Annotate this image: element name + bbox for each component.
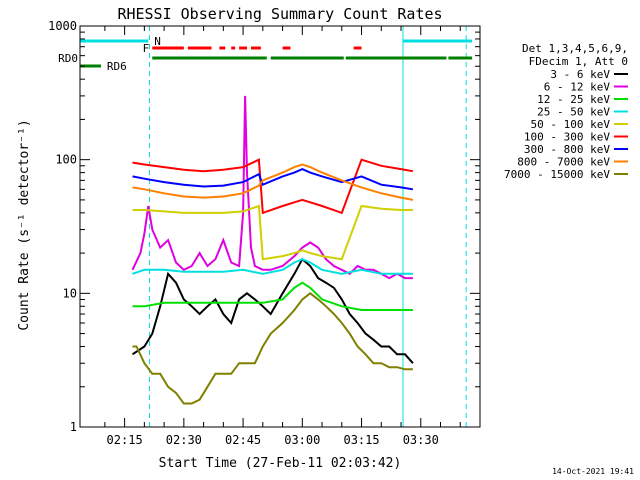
footer-timestamp: 14-Oct-2021 19:41 [552,467,634,476]
chart-title: RHESSI Observing Summary Count Rates [117,5,442,23]
flag-label-rd0: RD0 [58,52,78,65]
x-tick-label-1: 02:15 [107,433,143,447]
series-line-8 [132,163,414,201]
series-line-5 [132,204,413,261]
legend-entry-3: 12 - 25 keV [537,93,610,106]
legend-entry-8: 800 - 7000 keV [517,156,610,169]
x-tick-label-2: 02:30 [166,433,202,447]
flag-label-n: N [154,35,161,48]
x-tick-label-6: 03:30 [403,433,439,447]
series-line-2 [131,95,413,280]
legend-entry-9: 7000 - 15000 keV [504,168,610,181]
legend-entry-1: 3 - 6 keV [550,68,610,81]
y-tick-label-3: 100 [55,153,77,167]
legend-entry-7: 300 - 800 keV [524,143,610,156]
series-line-7 [132,168,414,191]
y-tick-label-2: 10 [63,286,77,300]
plot-area: NF RD0 RD6 [58,26,473,427]
legend-entry-6: 100 - 300 keV [524,131,610,144]
y-tick-label-1: 1 [70,420,77,434]
x-tick-label-3: 02:45 [225,433,261,447]
series-line-9 [132,292,413,405]
series-line-4 [132,258,413,275]
legend-entry-5: 50 - 100 keV [531,118,611,131]
series-line-3 [132,281,413,311]
flag-label-f: F [143,42,150,55]
legend-entry-4: 25 - 50 keV [537,106,610,119]
axes: 1 10 100 1000 02:15 02:30 02:45 03:00 03:15 03:30 [48,19,481,447]
x-tick-label-5: 03:15 [343,433,379,447]
legend-header-line-1: Det 1,3,4,5,6,9, [522,42,628,55]
flag-label-rd6: RD6 [107,60,127,73]
y-tick-label-4: 1000 [48,19,77,33]
plot-frame [79,25,481,428]
legend-entry-2: 6 - 12 keV [544,81,611,94]
legend: Det 1,3,4,5,6,9, FDecim 1, Att 0 3 - 6 k… [504,42,628,181]
series-line-6 [132,158,414,215]
legend-header-line-2: FDecim 1, Att 0 [529,55,628,68]
y-axis-label: Count Rate (s⁻¹ detector⁻¹) [17,119,32,330]
x-tick-label-4: 03:00 [284,433,320,447]
x-axis-label: Start Time (27-Feb-11 02:03:42) [159,456,402,471]
series-line-1 [131,257,414,364]
